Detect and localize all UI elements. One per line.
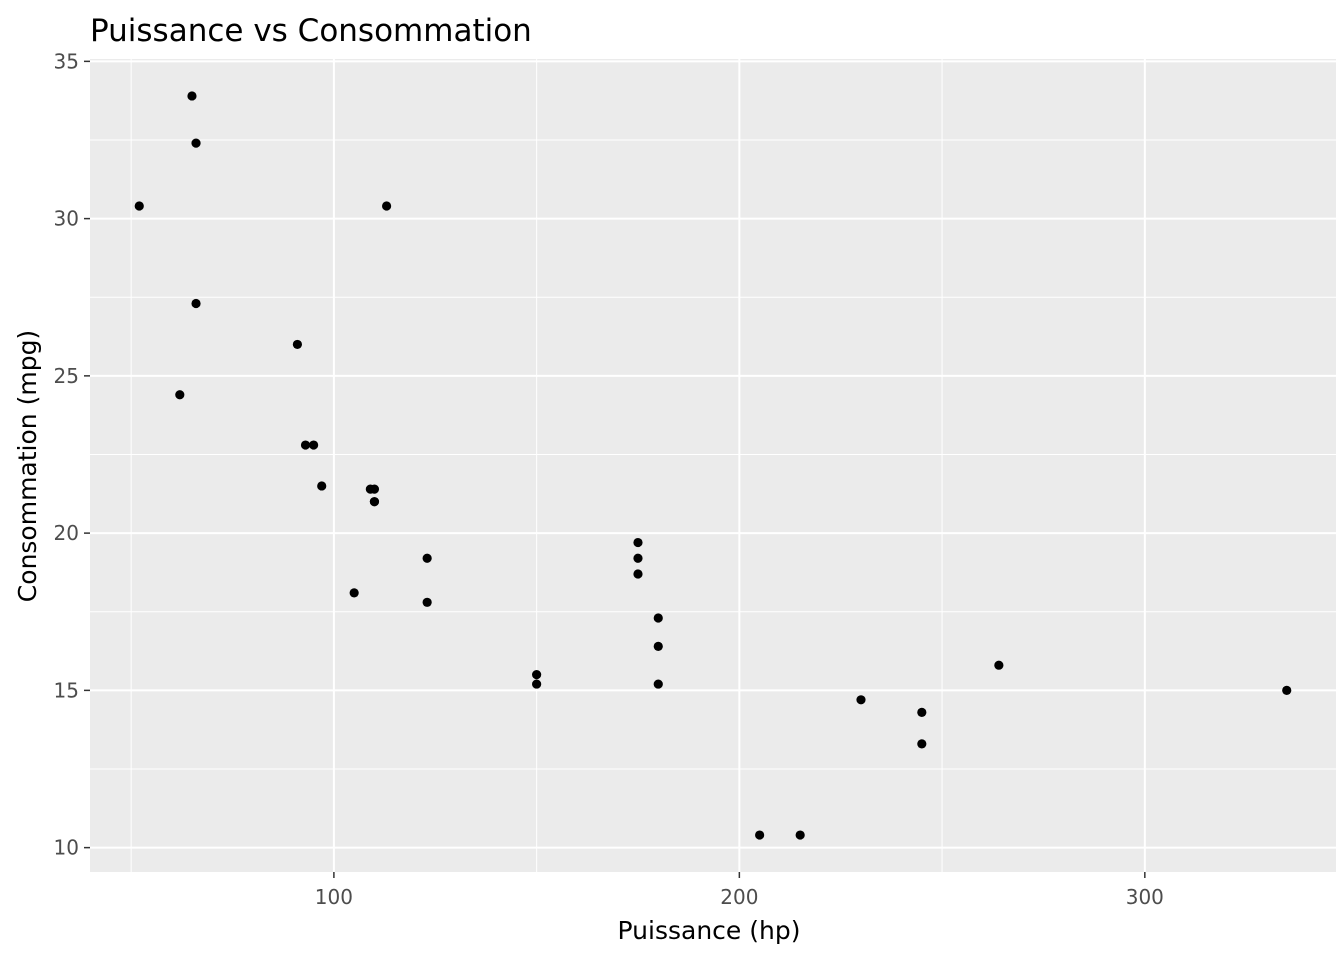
y-tick-label: 35 [54, 49, 79, 73]
x-tick-label: 200 [720, 885, 758, 909]
x-axis-ticks: 100 200 300 [315, 872, 1164, 909]
data-point [422, 597, 432, 607]
data-point [994, 660, 1004, 670]
major-gridlines [90, 59, 1336, 872]
data-point [309, 440, 319, 450]
data-point [633, 537, 643, 548]
chart-title: Puissance vs Consommation [90, 13, 532, 49]
y-axis-title: Consommation (mpg) [13, 330, 42, 602]
data-point [365, 484, 375, 494]
data-point [381, 201, 392, 211]
data-point [755, 830, 765, 840]
data-point [917, 739, 927, 749]
data-point [300, 440, 311, 450]
data-point [1282, 685, 1292, 695]
data-point [532, 679, 542, 689]
y-tick-label: 15 [54, 678, 79, 702]
data-point [856, 695, 866, 705]
data-point [175, 390, 185, 400]
data-point [317, 481, 327, 491]
data-point [653, 613, 663, 623]
data-point [134, 201, 144, 211]
x-tick-label: 100 [315, 885, 353, 909]
data-point [292, 339, 302, 350]
x-axis-title: Puissance (hp) [618, 916, 801, 945]
data-point [349, 588, 359, 598]
y-tick-label: 20 [54, 521, 79, 545]
data-point [422, 553, 432, 563]
data-point [795, 830, 805, 840]
data-point [633, 553, 643, 563]
y-tick-label: 30 [54, 207, 79, 231]
y-tick-label: 25 [54, 364, 79, 388]
y-axis-ticks: 10 15 20 25 30 35 [54, 49, 90, 860]
data-point [653, 641, 663, 651]
minor-gridlines [90, 59, 1336, 872]
plot-panel [90, 59, 1336, 872]
x-tick-label: 300 [1126, 885, 1164, 909]
data-point [187, 91, 197, 101]
data-point [917, 707, 927, 717]
data-point [191, 298, 201, 309]
data-point [653, 679, 663, 689]
data-point [191, 138, 201, 148]
data-point [369, 497, 380, 507]
data-point [532, 670, 542, 680]
data-points [134, 91, 1292, 840]
y-tick-label: 10 [54, 836, 79, 860]
data-point [633, 569, 643, 579]
